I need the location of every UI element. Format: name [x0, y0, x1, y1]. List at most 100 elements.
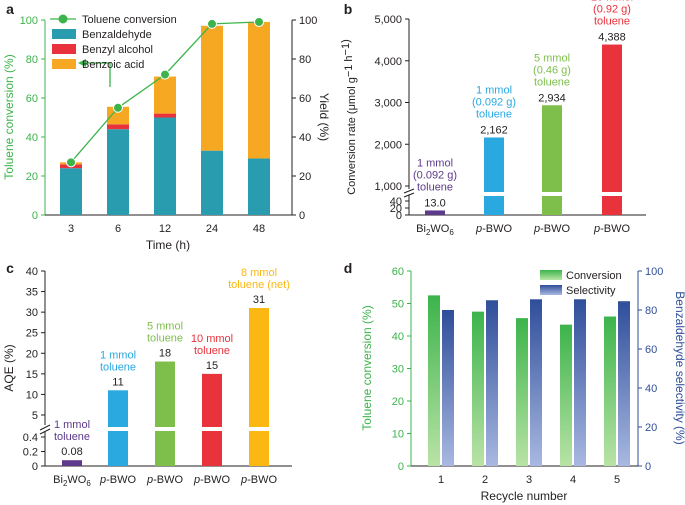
panel-a-legend-swatch [52, 29, 76, 39]
panel-d-right-tick-label: 80 [645, 305, 657, 317]
panel-c-tick-label: 5 [32, 410, 38, 422]
panel-c-x-tick-label: p-BWO [146, 474, 184, 486]
panel-b-bar-break [483, 192, 505, 196]
panel-b-bar [425, 210, 445, 215]
panel-a-bar-benzaldehyde [154, 117, 176, 215]
panel-d-right-tick-label: 0 [645, 461, 651, 473]
panel-c-bar-break [107, 427, 129, 431]
panel-a-legend-label: Benzoic acid [82, 59, 144, 71]
panel-c-tick-label: 0 [32, 461, 38, 473]
panel-a-bar-benzaldehyde [107, 129, 129, 215]
panel-c-tick-label: 30 [26, 307, 38, 319]
panel-b-note: 1 mmol [417, 157, 453, 169]
panel-b-x-tick-label: p-BWO [475, 223, 513, 235]
panel-c-label: c [6, 260, 14, 276]
panel-c-tick-label: 25 [26, 328, 38, 340]
panel-a-bar-benzoic-acid [154, 76, 176, 114]
panel-b-note: 1 mmol [476, 84, 512, 96]
panel-c-ylabel: AQE (%) [2, 344, 16, 391]
panel-b-tick-label: 1,000 [374, 181, 402, 193]
panel-b-value-label: 4,388 [598, 32, 626, 44]
panel-b-tick-label: 40 [390, 196, 402, 208]
panel-a-bar-benzoic-acid [248, 21, 270, 159]
panel-c-value-label: 15 [206, 360, 218, 372]
panel-d-legend-label: Conversion [566, 270, 622, 282]
panel-a-xlabel: Time (h) [146, 238, 190, 252]
panel-b-bar-break [601, 192, 623, 196]
panel-d-right-tick-label: 40 [645, 383, 657, 395]
panel-c-bar [202, 373, 222, 466]
panel-d-legend-swatch [540, 270, 562, 280]
panel-c-note: toluene [147, 333, 183, 345]
panel-d-right-tick-label: 100 [645, 266, 663, 278]
panel-a-legend-label: Benzyl alcohol [82, 44, 153, 56]
panel-d-bar-conversion [472, 311, 484, 466]
panel-a-left-tick-label: 40 [26, 132, 38, 144]
panel-a-legend-label: Toluene conversion [82, 14, 177, 26]
panel-b-x-tick-label: p-BWO [533, 223, 571, 235]
panel-c-tick-label: 35 [26, 287, 38, 299]
panel-d-left-tick-label: 0 [398, 461, 404, 473]
panel-c-tick-label: 10 [26, 389, 38, 401]
panel-b-note: (0.092 g) [472, 96, 516, 108]
panel-d-left-tick-label: 30 [392, 364, 404, 376]
panel-d-left-tick-label: 40 [392, 331, 404, 343]
panel-a-legend-label: Benzaldehyde [82, 29, 152, 41]
panel-a-right-tick-label: 0 [299, 210, 305, 222]
panel-a-left-tick-label: 80 [26, 54, 38, 66]
panel-b-value-label: 2,162 [480, 124, 508, 136]
panel-a-legend-swatch [52, 44, 76, 54]
panel-a-bar-benzoic-acid [201, 25, 223, 151]
panel-b-tick-label: 0 [396, 210, 402, 222]
panel-d-bar-conversion [604, 316, 616, 466]
panel-c-bar [155, 361, 175, 466]
panel-a-left-tick-label: 20 [26, 171, 38, 183]
panel-c-tick-label: 15 [26, 369, 38, 381]
panel-a-conversion-point [254, 16, 264, 27]
panel-a-label: a [6, 1, 14, 17]
panel-d-left-tick-label: 50 [392, 299, 404, 311]
panel-a-bar-benzyl-alcohol [154, 113, 176, 118]
panel-c-note: 8 mmol [241, 267, 277, 279]
panel-a-bar-benzoic-acid [107, 106, 129, 125]
panel-d-label: d [344, 260, 353, 276]
panel-a-conversion-point [207, 18, 217, 29]
panel-b-tick-label: 2,000 [374, 139, 402, 151]
panel-b-note: 10 mmol [591, 0, 633, 4]
panel-d-bar-conversion [516, 318, 528, 466]
panel-c-value-label: 11 [112, 376, 123, 388]
panel-b-value-label: 13.0 [424, 197, 445, 209]
panel-b-tick-label: 5,000 [374, 14, 402, 26]
panel-a-legend-swatch [52, 59, 76, 69]
panel-b-note: toluene [594, 16, 630, 28]
panel-a-conversion-point [160, 69, 170, 80]
panel-d-x-tick-label: 4 [570, 474, 576, 486]
panel-d-bar-selectivity [530, 299, 542, 466]
panel-a-bar-benzaldehyde [248, 158, 270, 215]
panel-b-value-label: 2,934 [538, 92, 566, 104]
panel-c-tick-label: 20 [26, 348, 38, 360]
panel-a-bar-benzaldehyde [60, 168, 82, 215]
panel-d-left-tick-label: 10 [392, 429, 404, 441]
panel-b-note: (0.092 g) [413, 169, 457, 181]
panel-c-value-label: 18 [159, 348, 171, 360]
panel-a-x-tick-label: 48 [253, 223, 265, 235]
panel-b-tick-label: 4,000 [374, 56, 402, 68]
panel-d-x-tick-label: 2 [482, 474, 488, 486]
panel-c-bar-break [154, 427, 176, 431]
panel-b-note: toluene [417, 181, 453, 193]
panel-b-ylabel: Conversion rate (μmol g−1 h−1) [340, 39, 358, 195]
panel-a-ylabel: Toluene conversion (%) [2, 54, 16, 179]
panel-b-tick-label: 20 [390, 203, 402, 215]
panel-d-x-tick-label: 5 [614, 474, 620, 486]
panel-d-ylabel: Toluene conversion (%) [360, 305, 374, 430]
panel-d-ylabel2: Benzaldehyde selectivity (%) [673, 291, 685, 444]
panel-c-note: toluene [100, 361, 136, 373]
panel-c-x-tick-label: p-BWO [240, 474, 278, 486]
panel-c-note: 1 mmol [54, 419, 90, 431]
panel-a-left-tick-label: 0 [32, 210, 38, 222]
panel-d-x-tick-label: 1 [438, 474, 444, 486]
panel-b-bar-break [541, 192, 563, 196]
panel-c-axis-break [39, 428, 51, 435]
